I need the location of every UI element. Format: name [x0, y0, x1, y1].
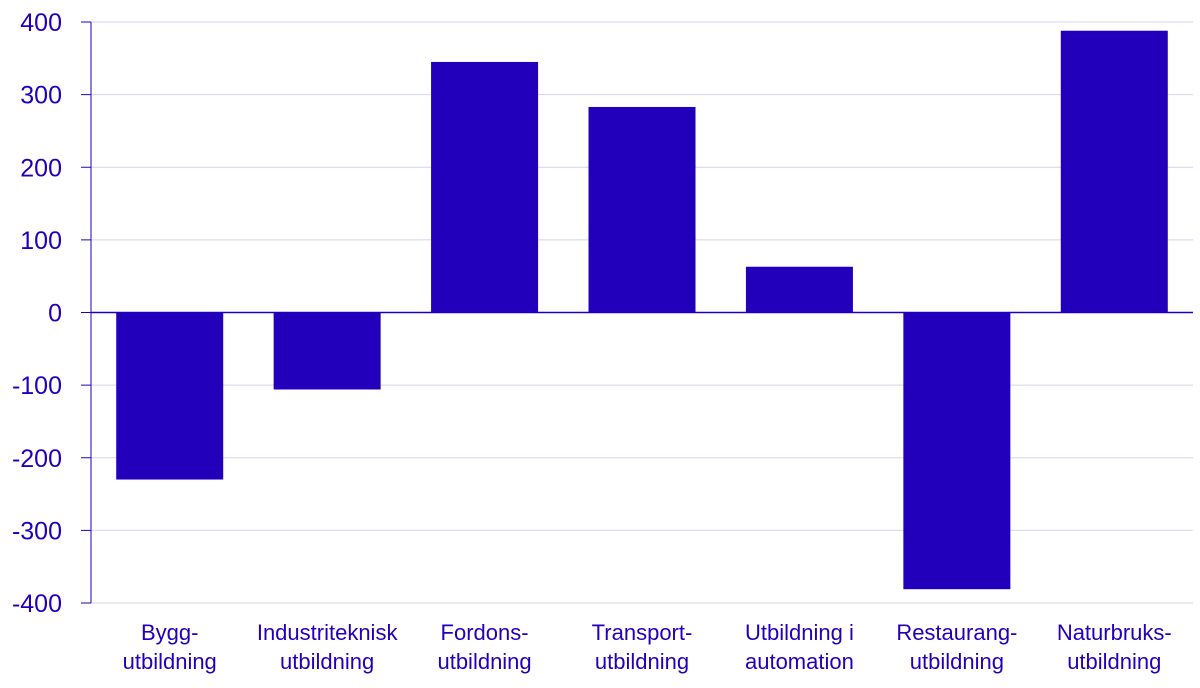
x-tick-labels: Bygg-utbildning Industriteknisk utbildning…: [123, 620, 1172, 674]
x-tick-label: Bygg-utbildning: [123, 620, 217, 674]
x-tick-label: Industriteknisk utbildning: [257, 620, 399, 674]
x-tick-label-line: utbildning: [1067, 649, 1161, 674]
y-tick-labels: -400 -300 -200 -100 0 100 200 300 400: [12, 9, 62, 618]
bar: [588, 106, 696, 313]
x-tick-label-line: Utbildning i: [745, 620, 854, 645]
x-tick-label-line: utbildning: [280, 649, 374, 674]
bar: [745, 266, 853, 313]
y-tick-label: -200: [12, 445, 62, 473]
y-tick-label: -300: [12, 517, 62, 545]
y-tick-label: 100: [20, 227, 62, 255]
y-tick-label: -400: [12, 590, 62, 618]
x-tick-label-line: Bygg-: [141, 620, 198, 645]
axes: [81, 21, 1193, 604]
bar: [1060, 30, 1168, 313]
bar: [273, 312, 381, 390]
x-tick-label: Utbildning i automation: [745, 620, 854, 674]
y-tick-label: 400: [20, 9, 62, 37]
x-tick-label-line: Restaurang-: [896, 620, 1017, 645]
bar: [116, 312, 224, 480]
bars: [116, 30, 1168, 590]
x-tick-label-line: utbildning: [123, 649, 217, 674]
x-tick-label-line: Fordons-: [441, 620, 529, 645]
x-tick-label: Transport-utbildning: [592, 620, 693, 674]
x-tick-label-line: utbildning: [910, 649, 1004, 674]
y-tick-label: 200: [20, 154, 62, 182]
bar: [903, 312, 1011, 590]
x-tick-label-line: Naturbruks-: [1057, 620, 1172, 645]
x-tick-label-line: Industriteknisk: [257, 620, 399, 645]
x-tick-label-line: utbildning: [595, 649, 689, 674]
x-tick-label-line: Transport-: [592, 620, 693, 645]
x-tick-label-line: utbildning: [437, 649, 531, 674]
x-tick-label: Fordons-utbildning: [437, 620, 531, 674]
x-tick-label: Restaurang-utbildning: [896, 620, 1017, 674]
y-tick-label: 0: [48, 300, 62, 328]
y-tick-label: -100: [12, 372, 62, 400]
x-tick-label: Naturbruks-utbildning: [1057, 620, 1172, 674]
y-tick-label: 300: [20, 82, 62, 110]
x-tick-label-line: automation: [745, 649, 854, 674]
bar: [431, 61, 539, 313]
